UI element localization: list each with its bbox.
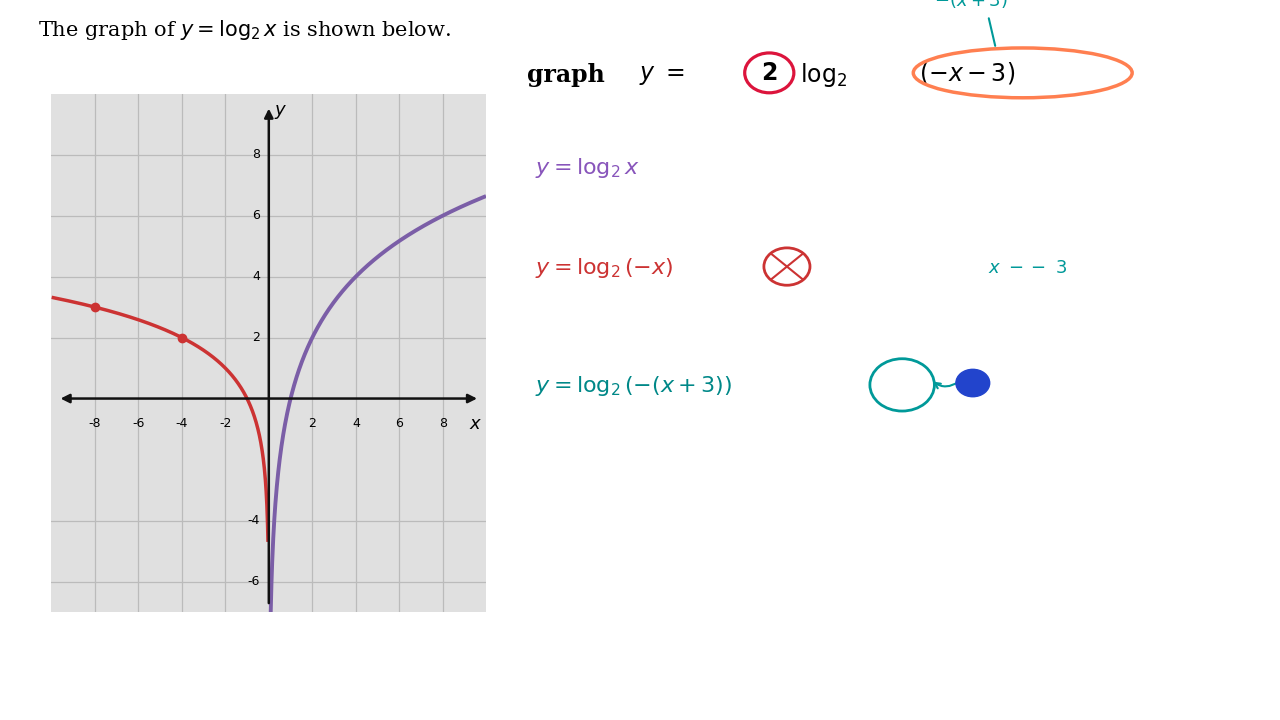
Text: $y$: $y$ xyxy=(274,103,288,121)
Text: 2: 2 xyxy=(308,417,316,430)
Text: -4: -4 xyxy=(175,417,188,430)
Text: $x$: $x$ xyxy=(468,415,483,433)
Text: $y\ =$: $y\ =$ xyxy=(639,63,685,86)
Text: 8: 8 xyxy=(252,148,260,161)
Text: -6: -6 xyxy=(248,575,260,588)
Wedge shape xyxy=(32,648,95,678)
Text: $-(x+3)$: $-(x+3)$ xyxy=(934,0,1009,10)
Circle shape xyxy=(46,631,81,662)
Text: $y = \log_2(-x)$: $y = \log_2(-x)$ xyxy=(535,256,673,280)
Text: 4: 4 xyxy=(352,417,360,430)
Text: $(-x - 3)$: $(-x - 3)$ xyxy=(919,60,1015,86)
Text: -8: -8 xyxy=(88,417,101,430)
Text: $x\ --\ 3$: $x\ --\ 3$ xyxy=(988,258,1068,276)
Text: 6: 6 xyxy=(396,417,403,430)
Text: $y = \log_2(-(x+3))$: $y = \log_2(-(x+3))$ xyxy=(535,374,732,398)
Text: -6: -6 xyxy=(132,417,145,430)
Text: $\log_2$: $\log_2$ xyxy=(800,60,847,89)
Circle shape xyxy=(956,369,989,397)
Text: -4: -4 xyxy=(248,514,260,527)
Text: The graph of $y = \log_2 x$ is shown below.: The graph of $y = \log_2 x$ is shown bel… xyxy=(38,18,452,42)
Text: graph: graph xyxy=(527,63,605,86)
Text: Khan Academy: Khan Academy xyxy=(134,650,483,693)
Text: 8: 8 xyxy=(439,417,447,430)
Text: 2: 2 xyxy=(252,331,260,344)
Text: -2: -2 xyxy=(219,417,232,430)
Text: 6: 6 xyxy=(252,209,260,222)
Text: $y = \log_2 x$: $y = \log_2 x$ xyxy=(535,156,640,180)
Text: 4: 4 xyxy=(252,270,260,283)
Text: $\mathbf{2}$: $\mathbf{2}$ xyxy=(762,61,777,85)
